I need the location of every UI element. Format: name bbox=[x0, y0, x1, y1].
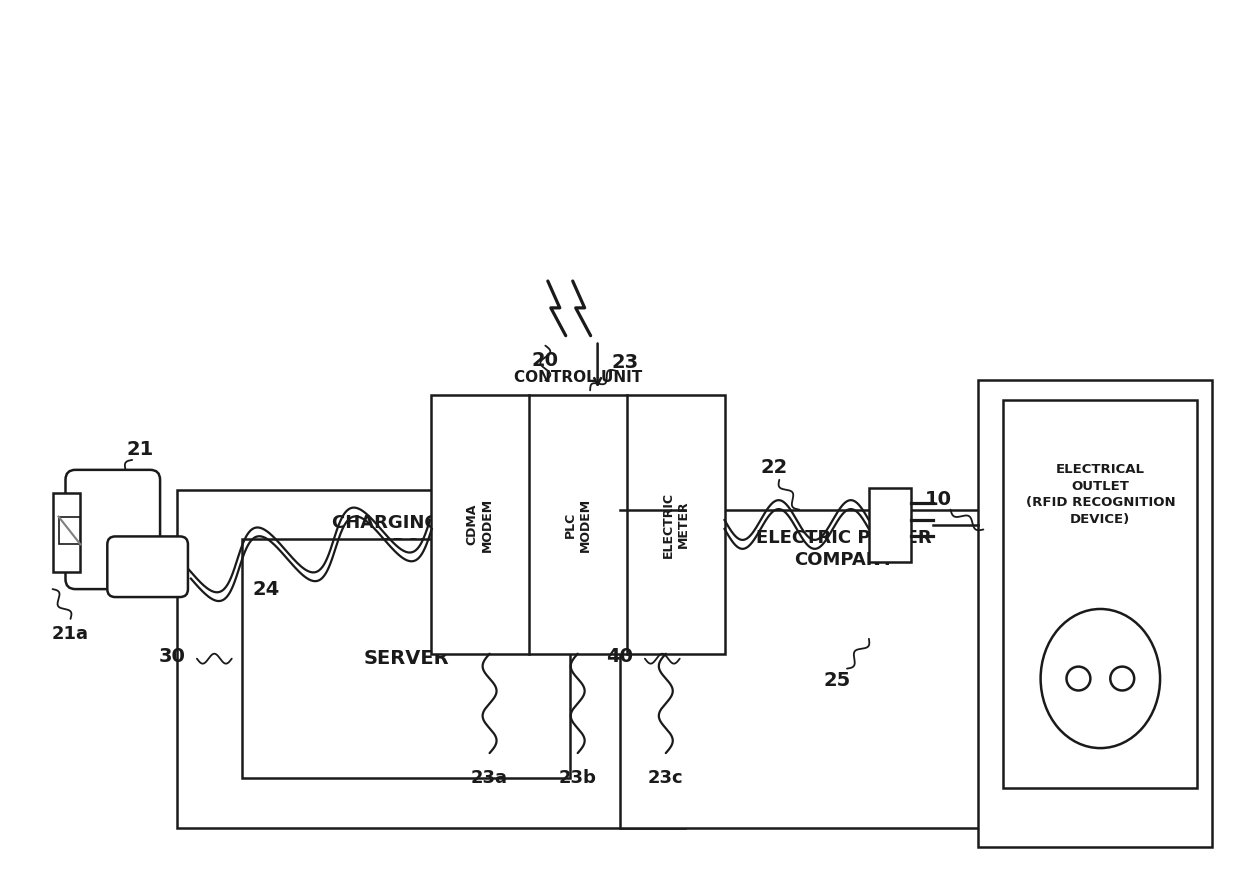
Circle shape bbox=[1110, 666, 1135, 690]
Text: PLC
MODEM: PLC MODEM bbox=[564, 498, 591, 551]
Text: 25: 25 bbox=[823, 671, 851, 690]
Text: ELECTRICAL
OUTLET
(RFID RECOGNITION
DEVICE): ELECTRICAL OUTLET (RFID RECOGNITION DEVI… bbox=[1025, 464, 1176, 526]
FancyBboxPatch shape bbox=[108, 536, 188, 597]
Ellipse shape bbox=[1040, 609, 1161, 748]
FancyBboxPatch shape bbox=[66, 470, 160, 589]
Text: 22: 22 bbox=[760, 458, 787, 477]
Bar bbox=[242, 540, 570, 778]
Text: SERVER: SERVER bbox=[363, 649, 449, 668]
Circle shape bbox=[1066, 666, 1090, 690]
Text: 23b: 23b bbox=[559, 769, 596, 787]
Text: CONTROL UNIT: CONTROL UNIT bbox=[513, 370, 642, 385]
Text: ELECTRIC POWER
COMPANY: ELECTRIC POWER COMPANY bbox=[756, 529, 931, 569]
Bar bbox=[620, 509, 1068, 828]
Text: 40: 40 bbox=[606, 648, 634, 666]
Text: 20: 20 bbox=[532, 351, 559, 370]
Text: 21a: 21a bbox=[52, 624, 89, 643]
Text: 21: 21 bbox=[126, 441, 154, 459]
Bar bbox=[978, 380, 1213, 847]
Text: 30: 30 bbox=[159, 648, 186, 666]
Text: 23: 23 bbox=[611, 353, 639, 372]
Text: CHARGING SERVICE
PROVIDER: CHARGING SERVICE PROVIDER bbox=[331, 515, 531, 555]
Text: 24: 24 bbox=[253, 580, 280, 599]
Bar bbox=[58, 516, 81, 544]
Text: BUILDING: BUILDING bbox=[1050, 401, 1141, 419]
Text: 10: 10 bbox=[925, 491, 952, 509]
Text: ELECTRIC
METER: ELECTRIC METER bbox=[662, 491, 689, 558]
Text: 23c: 23c bbox=[649, 769, 683, 787]
Text: CDMA
MODEM: CDMA MODEM bbox=[466, 498, 494, 551]
Bar bbox=[1003, 401, 1198, 788]
Text: 23a: 23a bbox=[471, 769, 508, 787]
Bar bbox=[430, 395, 724, 654]
Bar bbox=[177, 490, 684, 828]
Bar bbox=[52, 492, 81, 572]
Bar bbox=[869, 488, 910, 562]
